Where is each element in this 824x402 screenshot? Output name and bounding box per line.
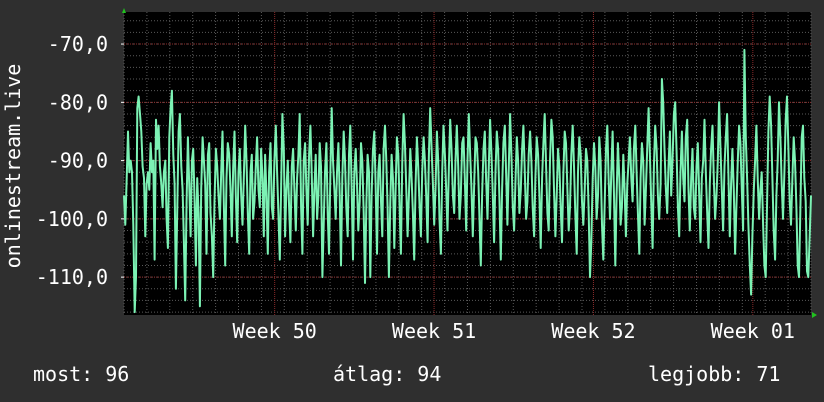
y-axis-arrow bbox=[122, 8, 126, 13]
x-axis: Week 50 Week 51 Week 52 Week 01 bbox=[233, 319, 795, 343]
y-tick-label: -70,0 bbox=[48, 32, 108, 56]
x-tick-label: Week 01 bbox=[711, 319, 795, 343]
y-tick-label: -80,0 bbox=[48, 90, 108, 114]
series-line bbox=[123, 48, 812, 314]
stat-current: most: 96 bbox=[33, 362, 130, 386]
y-tick-label: -100,0 bbox=[36, 207, 108, 231]
x-axis-arrow bbox=[812, 312, 817, 318]
grid bbox=[123, 12, 812, 315]
x-tick-label: Week 50 bbox=[233, 319, 317, 343]
stat-best: legjobb: 71 bbox=[648, 362, 781, 386]
y-tick-label: -110,0 bbox=[36, 265, 108, 289]
x-tick-label: Week 52 bbox=[551, 319, 635, 343]
y-tick-label: -90,0 bbox=[48, 149, 108, 173]
axis-arrows bbox=[122, 8, 817, 318]
y-axis-title: onlinestream.live bbox=[1, 64, 25, 269]
stat-average: átlag: 94 bbox=[333, 362, 442, 386]
y-axis: -70,0 -80,0 -90,0 -100,0 -110,0 bbox=[36, 32, 124, 289]
x-tick-label: Week 51 bbox=[392, 319, 476, 343]
